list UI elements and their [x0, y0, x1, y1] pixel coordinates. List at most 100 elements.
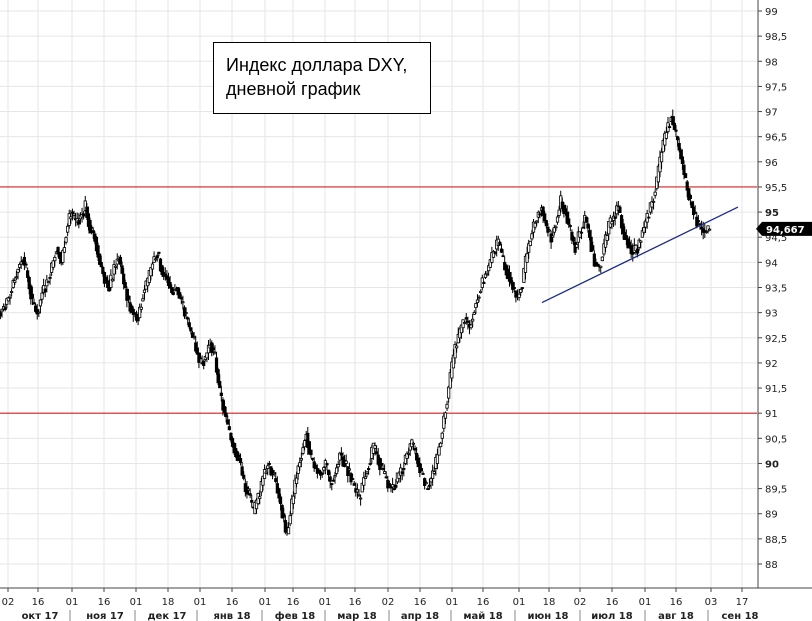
candle-body: [352, 483, 356, 486]
candle-body: [288, 515, 292, 525]
candle-body: [387, 483, 392, 487]
candle-body: [157, 251, 161, 254]
candle-body: [683, 173, 688, 179]
y-tick-label: 93: [765, 309, 778, 320]
last-price-tag: 94,667: [756, 221, 812, 236]
candle-body: [365, 471, 369, 474]
candle-body: [375, 451, 379, 455]
candle-body: [469, 324, 473, 329]
candle-body: [357, 494, 361, 497]
candle-body: [538, 213, 542, 216]
candle-body: [181, 301, 185, 304]
candle-body: [302, 440, 307, 448]
candle-body: [672, 122, 676, 130]
candle-body: [635, 248, 640, 254]
candle-body: [533, 222, 537, 228]
candle-body: [336, 464, 340, 468]
candle-body: [525, 253, 529, 263]
candle-body: [211, 347, 215, 351]
candle-body: [587, 230, 592, 238]
candle-body: [363, 476, 368, 479]
candle-body: [439, 442, 443, 448]
candle-body: [367, 468, 371, 470]
candle-body: [5, 298, 9, 305]
chart-title-line-1: Индекс доллара DXY,: [226, 55, 408, 75]
y-tick-label: 88: [765, 560, 778, 571]
candle-body: [435, 453, 440, 464]
candle-body: [91, 230, 95, 234]
candle-body: [554, 226, 558, 229]
candle-body: [131, 308, 135, 315]
candle-body: [547, 229, 552, 232]
candle-body: [675, 136, 680, 141]
candle-body: [567, 218, 571, 225]
candle-body: [27, 277, 31, 290]
candle-body: [326, 469, 331, 476]
candle-body: [278, 496, 283, 504]
candle-body: [466, 320, 470, 323]
candle-body: [90, 226, 94, 229]
candle-body: [122, 273, 126, 285]
candle-body: [445, 403, 449, 409]
candle-body: [163, 273, 167, 276]
x-day-label: 17: [736, 597, 749, 608]
candle-body: [306, 432, 310, 448]
candle-body: [499, 248, 504, 253]
candle-body: [447, 386, 451, 399]
candle-body: [182, 307, 187, 317]
x-day-label: 01: [259, 597, 272, 608]
candle-body: [544, 220, 548, 227]
chart-title-box: Индекс доллара DXY, дневной график: [213, 42, 431, 114]
candle-body: [272, 472, 276, 475]
y-tick-label: 89,5: [765, 485, 787, 496]
y-tick-label: 88,5: [765, 535, 787, 546]
candle-body: [693, 211, 697, 214]
x-day-label: 01: [130, 597, 143, 608]
horizontal-levels: [0, 186, 757, 414]
y-tick-label: 96,5: [765, 133, 787, 144]
candle-body: [339, 452, 343, 456]
candle-body: [291, 495, 295, 505]
x-day-label: 02: [2, 597, 15, 608]
candle-body: [477, 296, 481, 299]
y-tick-label: 92,5: [765, 334, 787, 345]
candle-body: [568, 225, 572, 227]
candle-body: [61, 250, 65, 263]
x-day-label: 16: [32, 597, 45, 608]
candle-body: [309, 449, 313, 456]
candle-body: [487, 265, 491, 272]
candle-body: [391, 484, 395, 488]
x-day-label: 16: [606, 597, 619, 608]
y-tick-label: 95,5: [765, 183, 787, 194]
candle-body: [347, 468, 351, 471]
candle-body: [179, 297, 183, 300]
candle-body: [246, 488, 251, 491]
candle-body: [498, 241, 502, 246]
candle-body: [331, 479, 335, 482]
candle-body: [647, 216, 651, 219]
candle-body: [18, 264, 22, 268]
candle-body: [599, 265, 603, 268]
candle-body: [584, 216, 588, 223]
candle-body: [642, 227, 646, 233]
candle-body: [362, 477, 366, 486]
candle-body: [708, 228, 712, 231]
price-candles: [0, 109, 712, 536]
candle-body: [613, 216, 617, 219]
candle-body: [653, 191, 657, 196]
candle-body: [443, 412, 448, 419]
candle-body: [571, 236, 576, 242]
candle-body: [310, 458, 315, 460]
candle-body: [150, 263, 155, 270]
candle-body: [8, 296, 12, 299]
candle-body: [703, 230, 707, 232]
candle-body: [43, 288, 47, 293]
candle-body: [266, 465, 270, 469]
x-month-label: окт 17: [22, 611, 59, 621]
x-day-label: 01: [194, 597, 207, 608]
candle-body: [605, 235, 609, 241]
candle-body: [242, 474, 246, 479]
candle-body: [301, 447, 305, 454]
candle-body: [214, 357, 219, 373]
candle-body: [53, 256, 57, 262]
